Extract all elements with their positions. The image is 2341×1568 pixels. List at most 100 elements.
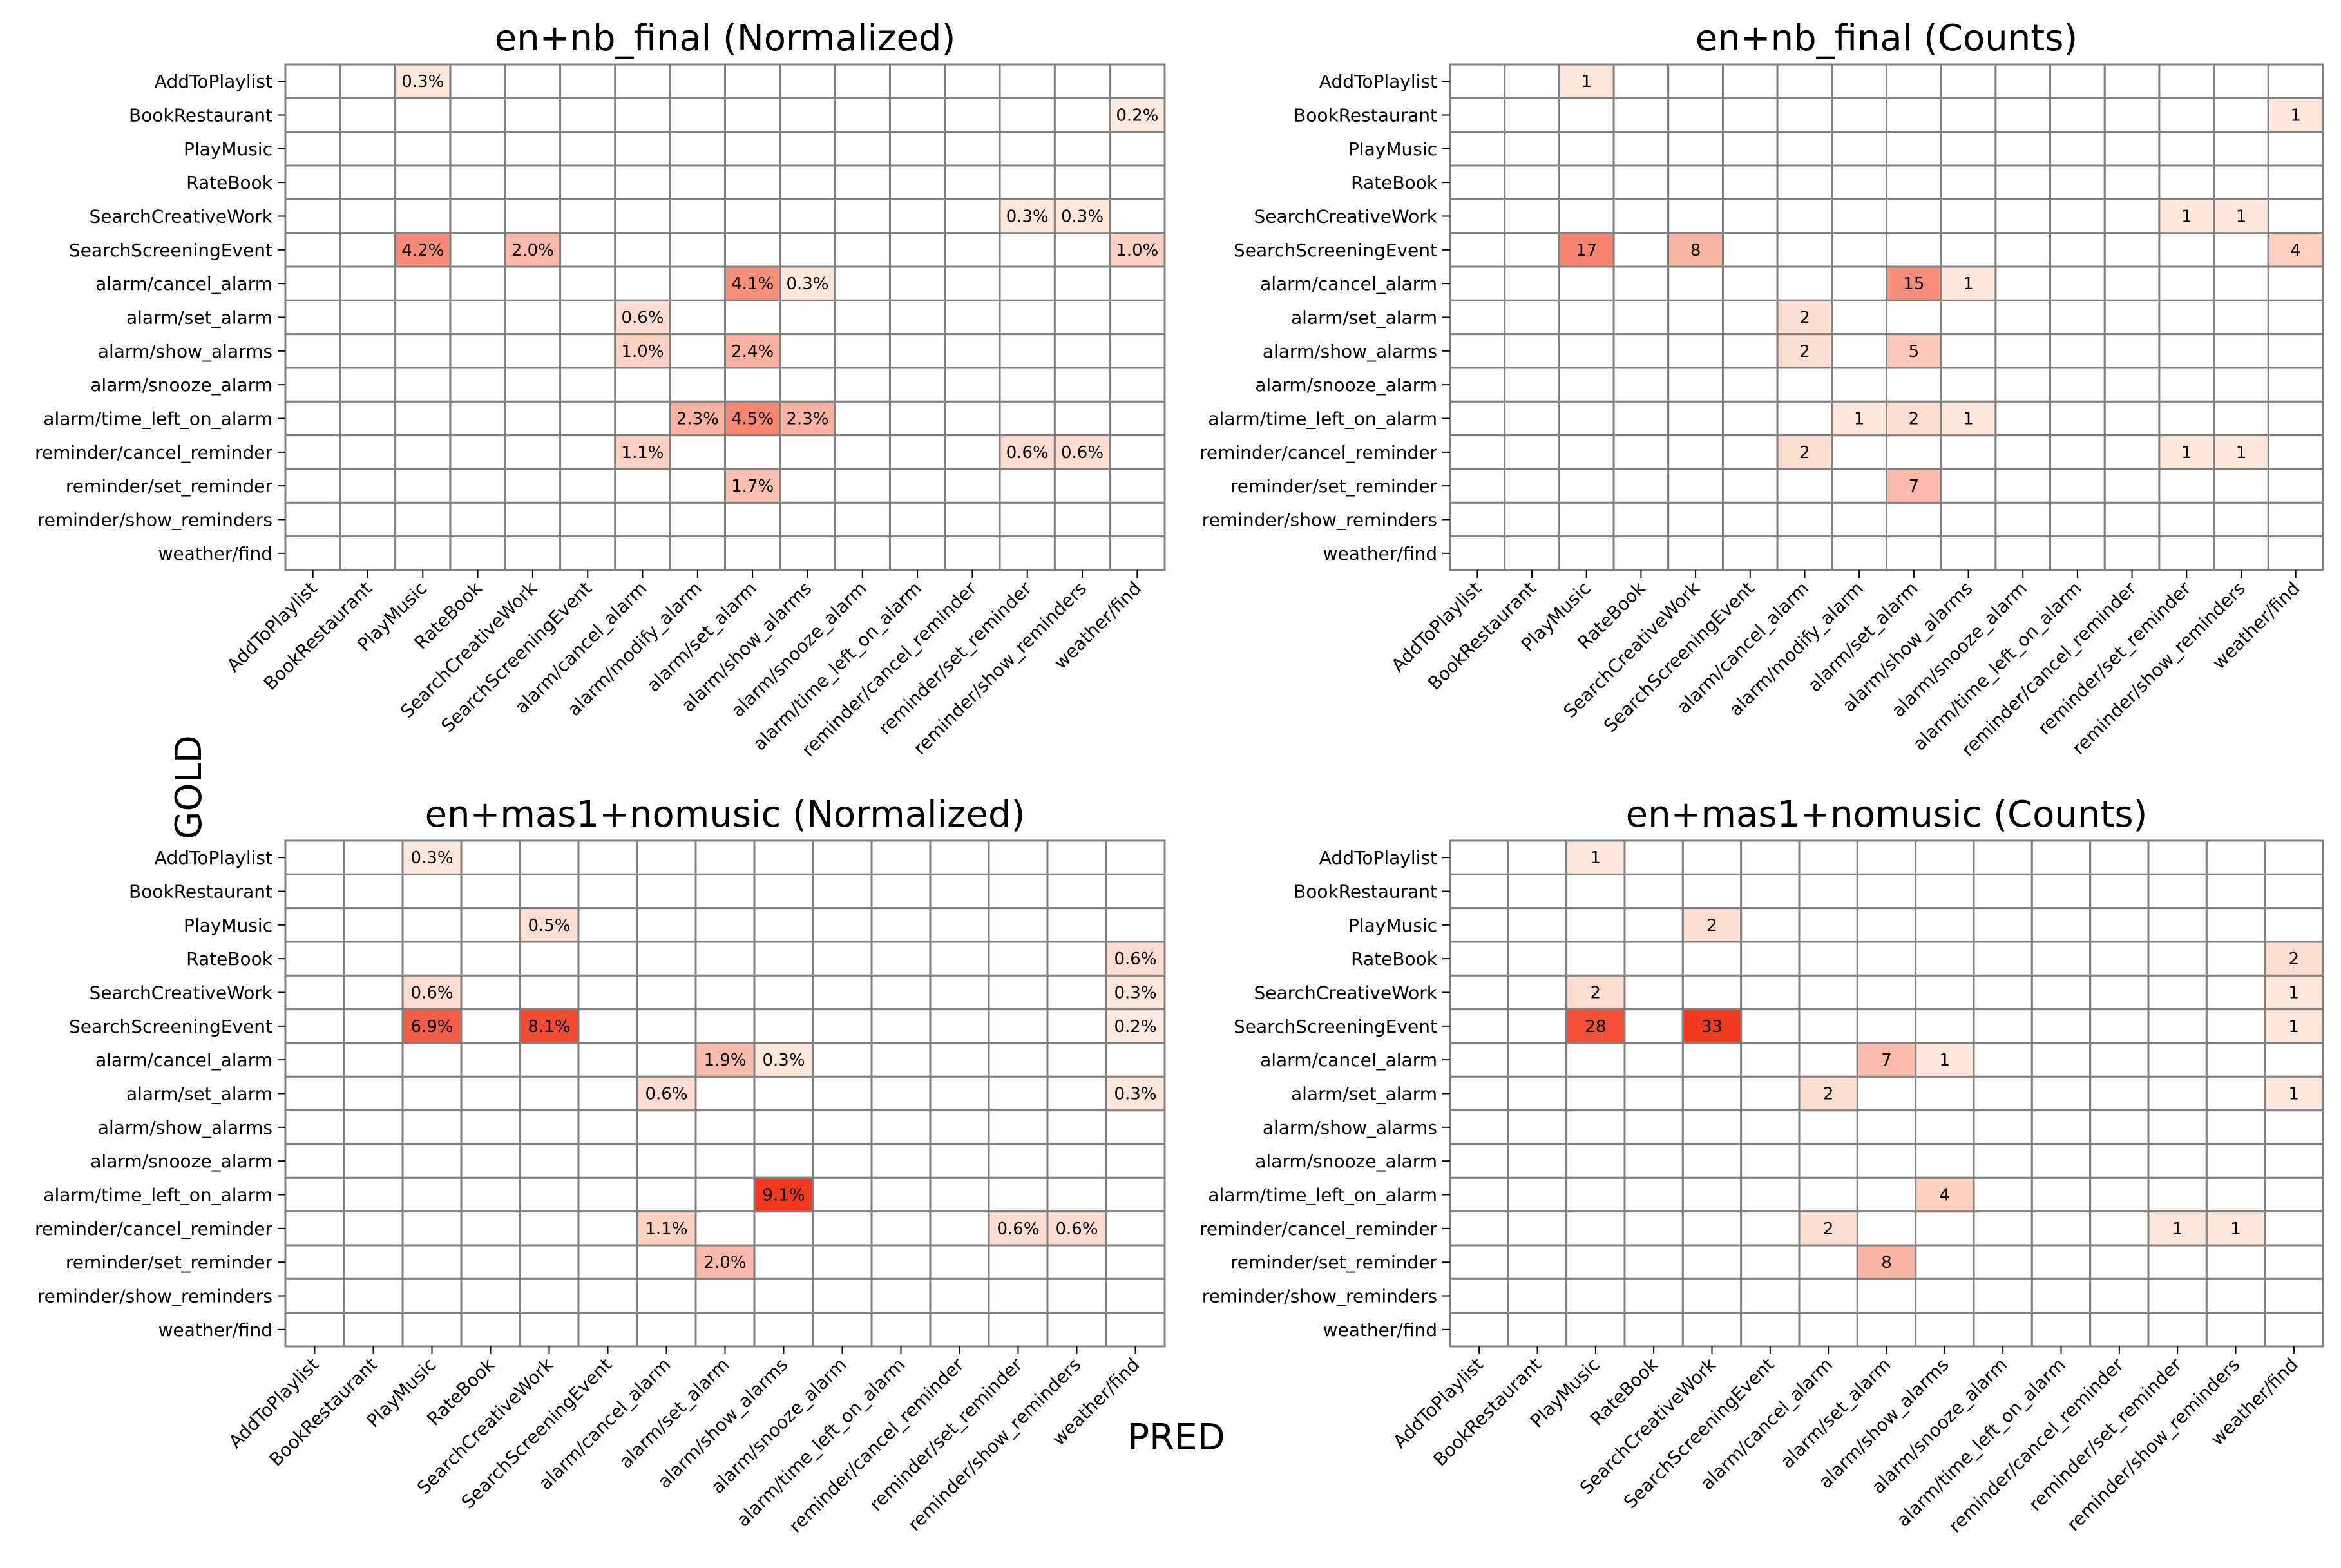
heatmap-cell — [1612, 265, 1670, 301]
heatmap-cell — [1449, 1176, 1509, 1213]
row-label: reminder/cancel_reminder — [1199, 1218, 1437, 1239]
heatmap-cell — [944, 164, 1001, 200]
cell-value-label: 28 — [1585, 1017, 1606, 1037]
row-label: alarm/cancel_alarm — [95, 273, 272, 294]
heatmap-cell — [1740, 1176, 1801, 1213]
heatmap-cell — [284, 434, 341, 470]
heatmap-cell — [988, 1244, 1049, 1280]
heatmap-cell — [999, 333, 1056, 369]
heatmap-cell — [812, 1277, 873, 1314]
heatmap-cell — [812, 907, 873, 943]
heatmap-cell — [343, 1075, 404, 1112]
heatmap-cell — [284, 97, 341, 133]
heatmap-cell — [1886, 198, 1942, 234]
heatmap-cell — [753, 873, 814, 910]
heatmap-cell — [1798, 907, 1858, 943]
heatmap-cell — [1623, 873, 1684, 910]
heatmap-cell — [2103, 333, 2161, 369]
cell-value-label: 2 — [1799, 342, 1810, 361]
heatmap-cell — [449, 97, 506, 133]
cell-value-label: 0.6% — [622, 309, 664, 328]
heatmap-cell — [1053, 501, 1111, 538]
heatmap-cell — [284, 873, 345, 910]
heatmap-cell — [2103, 63, 2161, 99]
heatmap-cell — [669, 198, 726, 234]
heatmap-cell — [1053, 164, 1111, 200]
heatmap-cell — [2089, 1176, 2150, 1213]
cell-value-label: 0.3% — [1114, 984, 1156, 1003]
heatmap-cell — [460, 1143, 521, 1179]
heatmap-cell — [1776, 265, 1833, 301]
row-label: weather/find — [158, 1319, 272, 1341]
heatmap-cell — [1449, 400, 1506, 437]
heatmap-cell — [1046, 1176, 1107, 1213]
heatmap-cell — [504, 265, 562, 301]
heatmap-cell — [1623, 1075, 1684, 1112]
heatmap-cell — [1940, 434, 1997, 470]
row-label: weather/find — [1323, 1319, 1437, 1341]
heatmap-cell-filled — [779, 400, 836, 437]
heatmap-cell — [401, 907, 463, 943]
row-label: alarm/set_alarm — [1291, 307, 1437, 329]
heatmap-cell — [339, 367, 397, 403]
heatmap-cell — [2158, 400, 2215, 437]
heatmap-cell — [888, 434, 946, 470]
row-label: weather/find — [158, 543, 272, 564]
heatmap-cell — [988, 1008, 1049, 1044]
heatmap-cell-filled — [394, 232, 452, 268]
heatmap-cell — [284, 1312, 345, 1348]
heatmap-cell — [929, 1277, 990, 1314]
heatmap-cell — [1940, 131, 1997, 167]
heatmap-cell — [2213, 164, 2269, 200]
row-label: alarm/set_alarm — [126, 307, 272, 329]
heatmap-cell — [944, 232, 1001, 268]
cell-value-label: 17 — [1576, 241, 1597, 260]
heatmap-cell — [2213, 265, 2269, 301]
heatmap-cell — [834, 400, 891, 437]
heatmap-cell — [343, 1109, 404, 1145]
heatmap-cell — [1886, 535, 1942, 571]
heatmap-cell — [888, 333, 946, 369]
heatmap-cell — [779, 198, 836, 234]
heatmap-cell — [284, 400, 341, 437]
heatmap-cell — [1449, 873, 1509, 910]
heatmap-cell — [1504, 400, 1560, 437]
heatmap-cell — [1565, 873, 1626, 910]
heatmap-cell — [724, 97, 781, 133]
heatmap-cell — [753, 839, 814, 875]
heatmap-cell — [1046, 839, 1107, 875]
heatmap-cell — [1973, 907, 2033, 943]
cell-value-label: 1 — [1854, 410, 1865, 429]
heatmap-cell — [1915, 1008, 1975, 1044]
heatmap-cell — [343, 1143, 404, 1179]
heatmap-cell — [284, 941, 345, 977]
heatmap-cell — [1046, 1042, 1107, 1078]
heatmap-cell — [394, 299, 452, 336]
heatmap-cell — [929, 1042, 990, 1078]
heatmap-cell — [1558, 434, 1615, 470]
heatmap-cell — [1721, 299, 1779, 336]
heatmap-cell — [724, 367, 781, 403]
heatmap-cell — [636, 974, 697, 1011]
heatmap-cell-filled — [2213, 198, 2269, 234]
x-axis-label: PRED — [1127, 1417, 1225, 1458]
heatmap-cell — [2264, 1176, 2324, 1213]
heatmap-cell — [519, 1143, 580, 1179]
heatmap-cell-filled — [1681, 1008, 1743, 1044]
heatmap-cell — [1915, 974, 1975, 1011]
heatmap-cell — [1667, 535, 1724, 571]
heatmap-cell — [2030, 907, 2092, 943]
heatmap-cell — [1915, 873, 1975, 910]
heatmap-cell — [888, 198, 946, 234]
heatmap-cell-filled — [1105, 1075, 1166, 1112]
heatmap-cell — [1740, 839, 1801, 875]
heatmap-cell-filled — [1915, 1176, 1975, 1213]
heatmap-cell — [1558, 198, 1615, 234]
cell-value-label: 0.3% — [1114, 1085, 1156, 1104]
heatmap-cell — [1109, 367, 1166, 403]
heatmap-cell — [2103, 501, 2161, 538]
heatmap-cell — [1105, 1210, 1166, 1247]
heatmap-cell — [339, 265, 397, 301]
heatmap-cell — [1940, 468, 1997, 504]
cell-value-label: 6.9% — [410, 1017, 453, 1037]
